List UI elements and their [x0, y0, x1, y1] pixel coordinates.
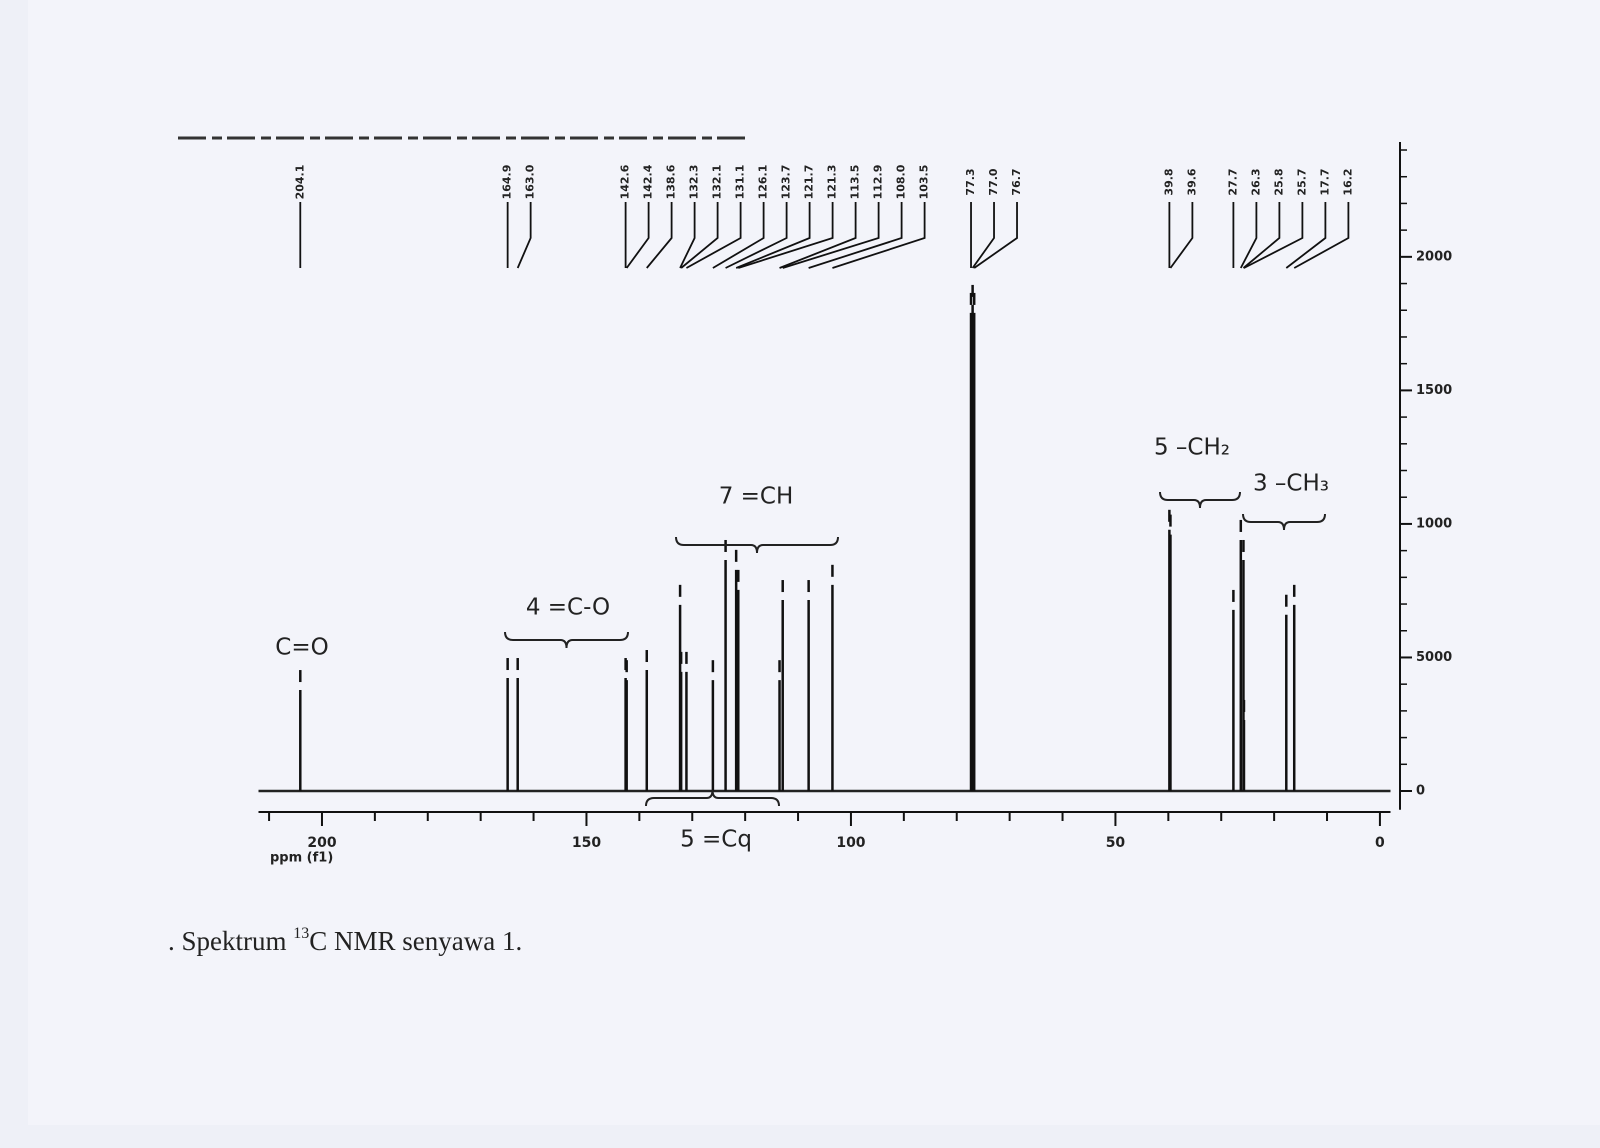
annotation: 3 –CH₃ — [1253, 471, 1329, 497]
peak-label: 164.9 — [501, 165, 514, 200]
peak-label-leader — [779, 202, 857, 269]
peak-label-leader — [1243, 202, 1304, 269]
annotation: 5 –CH₂ — [1154, 435, 1230, 461]
peak-label: 132.1 — [711, 165, 724, 200]
brace — [675, 536, 839, 554]
peak-label: 25.7 — [1295, 168, 1308, 195]
caption-prefix: . Spektrum — [168, 926, 293, 956]
peak-label: 132.3 — [688, 165, 701, 200]
peak-label: 123.7 — [780, 165, 793, 200]
peak-label-leader — [679, 202, 696, 269]
peak-label: 77.0 — [987, 168, 1000, 195]
peak-label-leader — [1240, 202, 1258, 269]
peak-label: 163.0 — [524, 164, 537, 199]
peak-label-leader — [725, 202, 788, 269]
x-tick-label: 50 — [1106, 835, 1126, 851]
peak-label-leader — [625, 202, 650, 269]
peak-label: 76.7 — [1010, 168, 1023, 195]
peak-label-leader — [686, 202, 742, 269]
peak-label-leader — [808, 202, 903, 269]
peak-label-leader — [1169, 202, 1194, 269]
y-tick-label: 0 — [1416, 784, 1425, 799]
paper — [28, 0, 1600, 1125]
peak-label: 112.9 — [872, 165, 885, 200]
y-tick-label: 1500 — [1416, 383, 1452, 398]
peak-label: 108.0 — [895, 164, 908, 199]
peak-label-leader — [973, 202, 1018, 269]
peak-label: 77.3 — [964, 168, 977, 195]
peak-label-leader — [971, 202, 995, 269]
y-tick-label: 5000 — [1416, 650, 1452, 665]
x-tick-label: 0 — [1375, 835, 1385, 851]
brace — [1242, 513, 1326, 531]
peak-label-leader — [782, 202, 880, 269]
peak-label: 27.7 — [1226, 168, 1239, 195]
peak-label: 25.8 — [1272, 168, 1285, 195]
peak-label: 39.8 — [1162, 168, 1175, 195]
brace — [504, 631, 629, 649]
peak-label-leader — [646, 202, 673, 269]
peak-label-leader — [712, 202, 765, 269]
peak-label: 138.6 — [665, 164, 678, 199]
x-tick-label: 200 — [307, 835, 336, 851]
peak-label: 121.3 — [826, 165, 839, 200]
peak-label-leader — [1285, 202, 1327, 269]
y-tick-label: 2000 — [1416, 249, 1452, 264]
peak-label-leader — [516, 202, 532, 269]
peak-label: 142.6 — [619, 164, 632, 199]
peak-label-leader — [832, 202, 926, 269]
caption-text: C NMR senyawa 1. — [309, 926, 522, 956]
x-tick-label: 150 — [572, 835, 601, 851]
peak-label-leader — [735, 202, 811, 269]
annotation: 4 =C-O — [526, 595, 610, 621]
peak-label: 113.5 — [849, 165, 862, 200]
peak-label: 26.3 — [1249, 168, 1262, 195]
brace — [1159, 491, 1241, 509]
peak-label: 103.5 — [918, 165, 931, 200]
annotation: C=O — [275, 635, 328, 661]
x-axis-label: ppm (f1) — [270, 851, 333, 866]
peak-label: 16.2 — [1341, 168, 1354, 195]
peak-label: 204.1 — [293, 165, 306, 200]
peak-label-leader — [680, 202, 719, 269]
y-tick-label: 1000 — [1416, 516, 1452, 531]
brace — [645, 789, 780, 807]
caption: . Spektrum 13C NMR senyawa 1. — [168, 925, 522, 957]
peak-label: 142.4 — [642, 164, 655, 199]
caption-superscript: 13 — [293, 925, 309, 942]
peak-label-leader — [1293, 202, 1350, 269]
peak-label: 126.1 — [757, 165, 770, 200]
peak-label: 39.6 — [1185, 168, 1198, 195]
peak-label: 17.7 — [1318, 168, 1331, 195]
peak-label: 131.1 — [734, 165, 747, 200]
peak-label-leader — [738, 202, 834, 269]
x-tick-label: 100 — [836, 835, 865, 851]
annotation: 7 =CH — [719, 484, 794, 510]
annotation: 5 =Cq — [680, 827, 752, 853]
peak-label: 121.7 — [803, 165, 816, 200]
peak-label-leader — [1242, 202, 1281, 269]
